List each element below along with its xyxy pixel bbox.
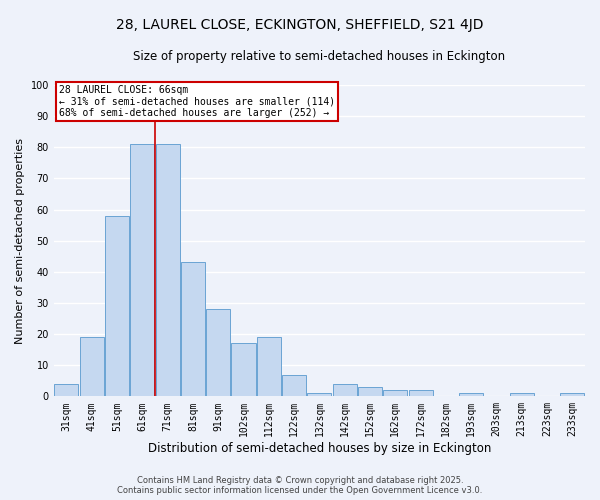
Bar: [307, 393, 331, 396]
Bar: [181, 262, 205, 396]
Bar: [155, 144, 179, 397]
Bar: [560, 393, 584, 396]
Bar: [459, 393, 483, 396]
Bar: [510, 393, 534, 396]
Bar: [409, 390, 433, 396]
Bar: [130, 144, 154, 397]
Bar: [232, 344, 256, 396]
Bar: [206, 309, 230, 396]
Bar: [257, 337, 281, 396]
X-axis label: Distribution of semi-detached houses by size in Eckington: Distribution of semi-detached houses by …: [148, 442, 491, 455]
Bar: [332, 384, 357, 396]
Bar: [282, 374, 306, 396]
Bar: [55, 384, 79, 396]
Text: Contains HM Land Registry data © Crown copyright and database right 2025.
Contai: Contains HM Land Registry data © Crown c…: [118, 476, 482, 495]
Title: Size of property relative to semi-detached houses in Eckington: Size of property relative to semi-detach…: [133, 50, 505, 63]
Bar: [358, 387, 382, 396]
Text: 28 LAUREL CLOSE: 66sqm
← 31% of semi-detached houses are smaller (114)
68% of se: 28 LAUREL CLOSE: 66sqm ← 31% of semi-det…: [59, 85, 335, 118]
Text: 28, LAUREL CLOSE, ECKINGTON, SHEFFIELD, S21 4JD: 28, LAUREL CLOSE, ECKINGTON, SHEFFIELD, …: [116, 18, 484, 32]
Bar: [80, 337, 104, 396]
Bar: [383, 390, 407, 396]
Y-axis label: Number of semi-detached properties: Number of semi-detached properties: [15, 138, 25, 344]
Bar: [105, 216, 129, 396]
